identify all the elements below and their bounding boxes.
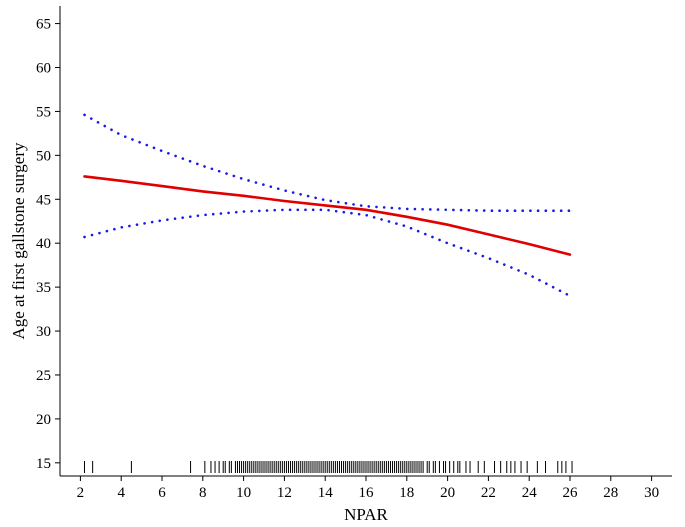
x-tick-label: 6 <box>158 485 166 501</box>
x-tick-label: 4 <box>117 485 125 501</box>
y-tick-label: 20 <box>36 412 51 428</box>
y-tick-label: 40 <box>36 236 51 252</box>
x-tick-label: 8 <box>199 485 207 501</box>
y-tick-label: 65 <box>36 17 51 33</box>
x-tick-label: 16 <box>359 485 375 501</box>
y-tick-label: 25 <box>36 368 51 384</box>
x-tick-label: 28 <box>603 485 618 501</box>
lower-ci-line <box>83 208 572 298</box>
y-tick-label: 35 <box>36 280 51 296</box>
x-axis-title: NPAR <box>344 505 388 524</box>
y-tick-label: 30 <box>36 324 51 340</box>
x-tick-label: 22 <box>481 485 496 501</box>
x-tick-label: 26 <box>563 485 579 501</box>
x-axis-ticks: 2 4 6 8 10 12 14 16 18 20 22 24 26 28 30 <box>77 476 659 501</box>
y-tick-label: 15 <box>36 456 51 472</box>
x-tick-label: 20 <box>440 485 455 501</box>
rug-marks <box>83 461 573 473</box>
y-tick-label: 45 <box>36 192 51 208</box>
y-axis-ticks: 15 20 25 30 35 40 45 50 55 60 65 <box>36 17 60 472</box>
x-tick-label: 12 <box>277 485 292 501</box>
x-tick-label: 2 <box>77 485 85 501</box>
x-tick-label: 24 <box>522 485 538 501</box>
x-tick-label: 10 <box>236 485 251 501</box>
upper-ci-line <box>83 113 572 212</box>
series-layer <box>83 113 572 298</box>
x-tick-label: 30 <box>644 485 659 501</box>
fit-line <box>83 175 572 256</box>
y-tick-label: 60 <box>36 60 51 76</box>
x-tick-label: 18 <box>399 485 414 501</box>
x-tick-label: 14 <box>318 485 334 501</box>
y-tick-label: 50 <box>36 148 51 164</box>
y-axis-title: Age at first gallstone surgery <box>9 142 28 340</box>
y-tick-label: 55 <box>36 104 51 120</box>
